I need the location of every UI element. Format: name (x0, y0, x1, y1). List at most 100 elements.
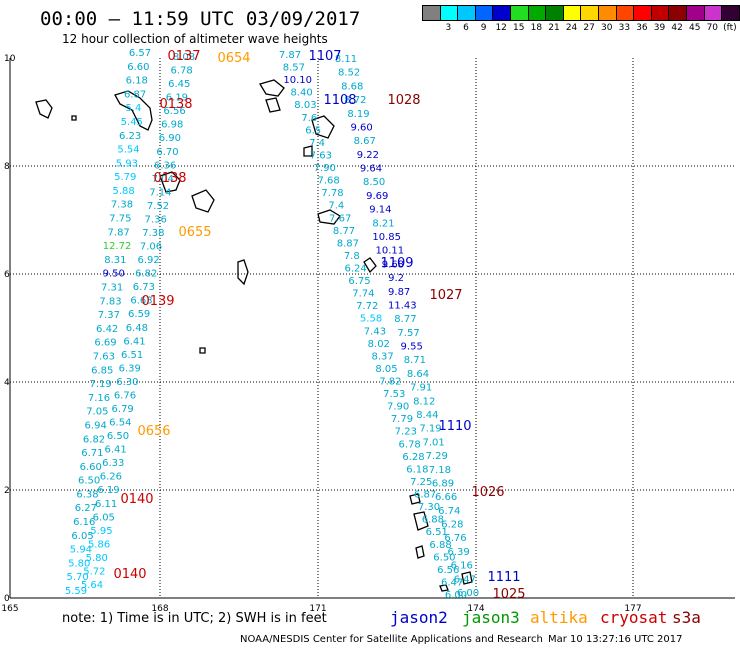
wave-height-value: 7.63 (310, 150, 332, 161)
pass-number-label: 0656 (137, 424, 170, 439)
wave-height-value: 7.06 (140, 242, 162, 253)
x-tick-label: 177 (624, 604, 641, 614)
altimeter-tracks: 6.57 6.60 6.18 6.87 5.4 5.45 6.23 5.54 5.93 5.79 5… (65, 48, 479, 601)
wave-height-value: 6.47 (454, 574, 476, 585)
wave-height-value: 6.30 (116, 377, 138, 388)
wave-height-value: 6.16 (451, 561, 473, 572)
pass-number-label: 1028 (387, 93, 420, 108)
island-outline (199, 347, 206, 354)
scale-label: 12 (495, 23, 507, 33)
pass-number-label: 1107 (308, 49, 341, 64)
wave-height-value: 6.78 (399, 439, 421, 450)
scale-label: 9 (480, 23, 487, 33)
wave-height-value: 9.68 (382, 259, 404, 270)
wave-height-value: 7.14 (149, 187, 171, 198)
wave-height-color-scale: 3 6 9 12 15 18 21 24 27 30 33 36 39 42 45 70 (ft) (422, 5, 740, 33)
wave-height-value: 6.38 (76, 489, 98, 500)
wave-height-value: 6.82 (135, 269, 157, 280)
wave-height-value: 7.63 (93, 351, 115, 362)
wave-height-value: 9.64 (360, 164, 382, 175)
wave-height-value: 6.60 (80, 462, 102, 473)
wave-height-value: 7.87 (108, 227, 130, 238)
wave-height-value: 9.69 (366, 191, 388, 202)
y-tick-label: 10 (4, 54, 16, 64)
wave-height-value: 6.63 (130, 296, 152, 307)
wave-height-value: 9.50 (103, 269, 125, 280)
pass-number-label: 1111 (487, 570, 520, 585)
y-tick-label: 2 (4, 486, 10, 496)
wave-height-value: 6.45 (168, 79, 190, 90)
wave-height-value: 6.26 (100, 472, 122, 483)
island-outline (159, 171, 181, 193)
map-title: 00:00 – 11:59 UTC 03/09/2017 (40, 8, 361, 30)
wave-height-value: 8.05 (375, 364, 397, 375)
wave-height-value: 7.72 (356, 301, 378, 312)
scale-label: 3 (445, 23, 452, 33)
wave-height-value: 6.57 (129, 48, 151, 59)
wave-height-value: 8.71 (404, 355, 426, 366)
y-tick-label: 6 (4, 270, 10, 280)
wave-height-value: 6.74 (438, 506, 460, 517)
wave-height-value: 6.94 (85, 420, 107, 431)
island-outline (71, 115, 77, 121)
legend-altika: altika (530, 608, 588, 627)
wave-height-value: 7.67 (329, 213, 351, 224)
wave-height-value: 7.82 (379, 377, 401, 388)
scale-label: 30 (601, 23, 613, 33)
pass-number-label: 0140 (113, 567, 146, 582)
wave-height-value: 6.48 (126, 323, 148, 334)
wave-height-value: 6.42 (96, 324, 118, 335)
wave-height-value: 9.87 (388, 287, 410, 298)
pass-number-label: 0138 (153, 171, 186, 186)
wave-height-value: 6.79 (112, 404, 134, 415)
wave-height-value: 8.11 (335, 54, 357, 65)
pass-number-label: 1025 (492, 587, 525, 602)
wave-height-value: 6.59 (128, 309, 150, 320)
pass-number-label: 0139 (141, 294, 174, 309)
wave-height-value: 8.68 (341, 81, 363, 92)
wave-height-value: 9.22 (357, 150, 379, 161)
scale-swatch (493, 6, 511, 20)
wave-height-value: 5.93 (116, 158, 138, 169)
wave-height-value: 5.58 (360, 314, 382, 325)
scale-label: 15 (513, 23, 525, 33)
wave-height-value: 6.75 (348, 276, 370, 287)
wave-height-value: 7.01 (422, 437, 444, 448)
scale-label: 6 (463, 23, 469, 33)
wave-height-value: 8.03 (294, 100, 316, 111)
wave-height-value: 6.28 (402, 452, 424, 463)
wave-height-value: 5.72 (83, 566, 105, 577)
wave-height-value: 8.72 (344, 95, 366, 106)
wave-height-value: 7.25 (410, 477, 432, 488)
wave-height-value: 6.28 (441, 520, 463, 531)
wave-height-value: 10.10 (283, 75, 312, 86)
wave-height-value: 5.95 (90, 526, 112, 537)
island-outline (413, 511, 429, 531)
scale-label: 21 (548, 23, 560, 33)
wave-height-value: 6.69 (94, 338, 116, 349)
wave-height-value: 6.41 (104, 445, 126, 456)
color-scale-bar (422, 5, 740, 21)
scale-label: 27 (583, 23, 595, 33)
wave-height-value: 6.89 (432, 478, 454, 489)
wave-height-value: 6.88 (429, 540, 451, 551)
wave-height-value: 7.78 (321, 188, 343, 199)
wave-height-value: 7.79 (391, 414, 413, 425)
scale-swatch (440, 6, 459, 20)
wave-height-value: 5.86 (88, 539, 110, 550)
scale-swatch (598, 6, 617, 20)
scale-label: 42 (671, 23, 683, 33)
wave-height-value: 7.6 (301, 113, 317, 124)
x-tick-label: 174 (467, 604, 484, 614)
wave-height-value: 7.75 (109, 214, 131, 225)
wave-height-value: 9.14 (369, 205, 391, 216)
wave-height-value: 7.52 (147, 201, 169, 212)
island-outline (415, 545, 425, 559)
scale-swatch (475, 6, 494, 20)
wave-height-value: 6.11 (95, 499, 117, 510)
wave-height-value: 6.51 (121, 350, 143, 361)
pass-number-label: 0655 (178, 225, 211, 240)
scale-swatch (510, 6, 529, 20)
pass-number-label: 0140 (120, 492, 153, 507)
